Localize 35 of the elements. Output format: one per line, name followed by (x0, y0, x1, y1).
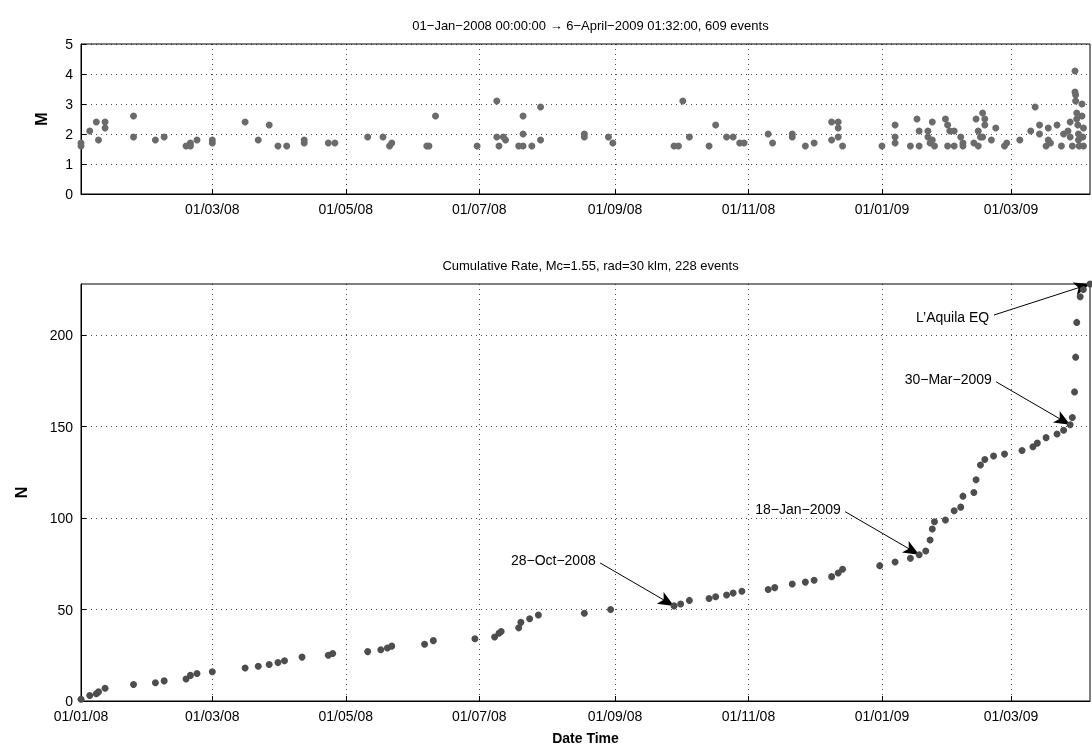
x-tick-label: 01/03/09 (983, 708, 1039, 724)
x-tick-label: 01/11/08 (721, 708, 776, 724)
annotation: L’Aquila EQ (916, 308, 990, 325)
x-tick-label: 01/01/09 (854, 201, 910, 217)
y-tick-label: 150 (49, 418, 74, 435)
y-axis-title: M (32, 112, 50, 126)
x-tick-label: 01/03/09 (983, 201, 1039, 217)
y-axis-title: N (12, 486, 30, 499)
x-tick-label: 01/07/08 (452, 708, 507, 724)
y-tick-label: 200 (49, 327, 74, 344)
x-tick-label: 01/07/08 (452, 201, 507, 217)
x-tick-label: 01/09/08 (587, 708, 643, 724)
x-tick-label: 01/09/08 (587, 201, 643, 217)
annotation: 18−Jan−2009 (755, 501, 842, 518)
y-tick-label: 1 (65, 156, 74, 172)
y-tick-label: 2 (65, 126, 74, 142)
y-tick-label: 0 (65, 693, 74, 709)
x-tick-label: 01/01/09 (854, 708, 910, 724)
x-axis-title: Date Time (552, 730, 620, 746)
y-tick-label: 3 (65, 96, 74, 112)
x-tick-label: 01/11/08 (721, 201, 776, 217)
y-tick-label: 100 (49, 510, 74, 527)
y-tick-label: 50 (57, 601, 74, 618)
y-tick-label: 5 (65, 36, 74, 52)
chart-title: 01−Jan−2008 00:00:00 → 6−April−2009 01:32:00, 609 events (412, 18, 770, 33)
y-tick-label: 4 (65, 66, 74, 82)
x-tick-label: 01/05/08 (318, 708, 374, 724)
chart-title: Cumulative Rate, Mc=1.55, rad=30 klm, 228 events (442, 258, 740, 273)
x-tick-label: 01/03/08 (185, 201, 240, 217)
x-tick-label: 01/03/08 (185, 708, 240, 724)
x-tick-label: 01/01/08 (53, 708, 109, 724)
x-tick-label: 01/05/08 (318, 201, 374, 217)
annotation: 28−Oct−2008 (510, 552, 596, 569)
y-tick-label: 0 (65, 186, 74, 202)
annotation: 30−Mar−2009 (904, 371, 993, 388)
